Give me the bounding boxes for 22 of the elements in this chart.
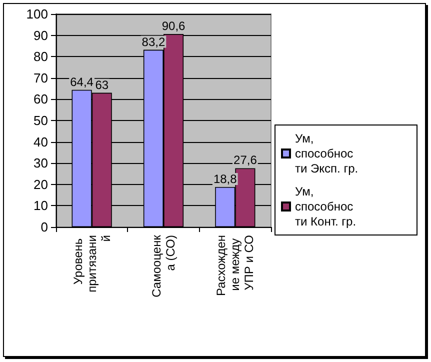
legend-label: Ум, способности Эксп. гр. (295, 132, 358, 176)
y-tick-label: 50 (34, 113, 48, 128)
x-tick-label: Уровень притязаний (70, 235, 113, 292)
data-label: 83,2 (142, 34, 166, 49)
data-label: 18,8 (213, 172, 238, 186)
data-label: 27,6 (234, 153, 258, 168)
data-label: 90,6 (162, 19, 186, 34)
y-tick-label: 30 (34, 156, 48, 171)
legend-label: Ум, способности Конт. гр. (295, 184, 356, 228)
y-tick-label: 10 (34, 198, 48, 214)
y-tick-label: 60 (34, 92, 48, 107)
y-tick-label: 40 (34, 134, 48, 150)
y-tick-label: 0 (40, 220, 48, 234)
y-tick-label: 70 (34, 70, 48, 86)
y-tick-label: 100 (26, 6, 48, 22)
x-tick-label: Расхождение между УПР и СО (214, 235, 256, 296)
x-tick-label: Самооценка (СО) (150, 234, 178, 298)
y-tick-label: 90 (34, 28, 48, 43)
data-label: 63 (95, 78, 109, 92)
y-tick-label: 20 (34, 176, 48, 192)
data-label: 64,4 (70, 74, 94, 89)
y-tick-label: 80 (34, 49, 48, 64)
